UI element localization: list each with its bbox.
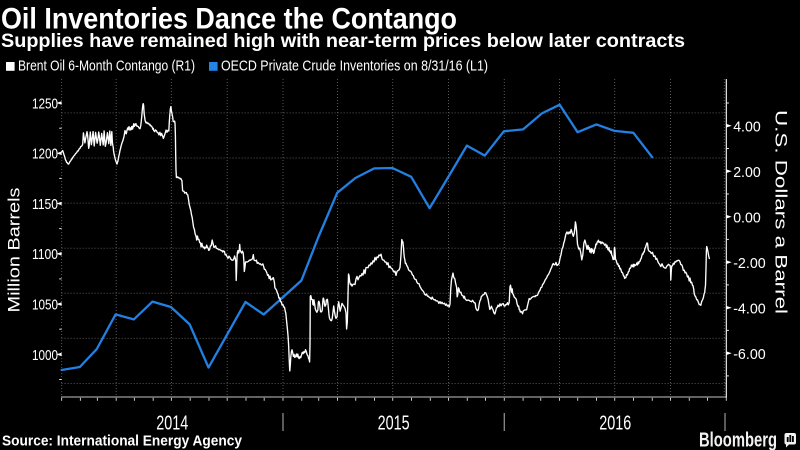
svg-text:1150: 1150 (32, 196, 58, 213)
svg-text:Source: International Energy A: Source: International Energy Agency (2, 433, 243, 450)
svg-text:2014: 2014 (156, 413, 188, 435)
svg-text:Supplies have remained high wi: Supplies have remained high with near-te… (1, 31, 685, 52)
svg-text:1200: 1200 (32, 146, 58, 163)
svg-text:-2.00: -2.00 (733, 255, 766, 272)
svg-text:4.00: 4.00 (733, 118, 761, 135)
svg-text:1100: 1100 (32, 246, 58, 263)
svg-text:1050: 1050 (32, 297, 58, 314)
svg-text:-4.00: -4.00 (733, 300, 766, 317)
svg-text:1250: 1250 (32, 95, 58, 112)
svg-text:Oil Inventories Dance the Cont: Oil Inventories Dance the Contango (1, 2, 457, 35)
svg-text:2015: 2015 (378, 413, 410, 435)
svg-text:OECD Private Crude Inventories: OECD Private Crude Inventories on 8/31/1… (221, 59, 488, 75)
svg-text:Million Barrels: Million Barrels (5, 188, 24, 313)
svg-text:2.00: 2.00 (733, 164, 761, 181)
svg-text:2016: 2016 (599, 413, 631, 435)
svg-text:1000: 1000 (32, 347, 58, 364)
svg-text:Brent Oil 6-Month Contango (R1: Brent Oil 6-Month Contango (R1) (18, 59, 195, 75)
svg-text:U.S. Dollars a Barrel: U.S. Dollars a Barrel (772, 110, 791, 314)
svg-text:Bloomberg: Bloomberg (699, 430, 777, 450)
svg-text:-6.00: -6.00 (733, 346, 766, 363)
svg-text:0.00: 0.00 (733, 209, 761, 226)
